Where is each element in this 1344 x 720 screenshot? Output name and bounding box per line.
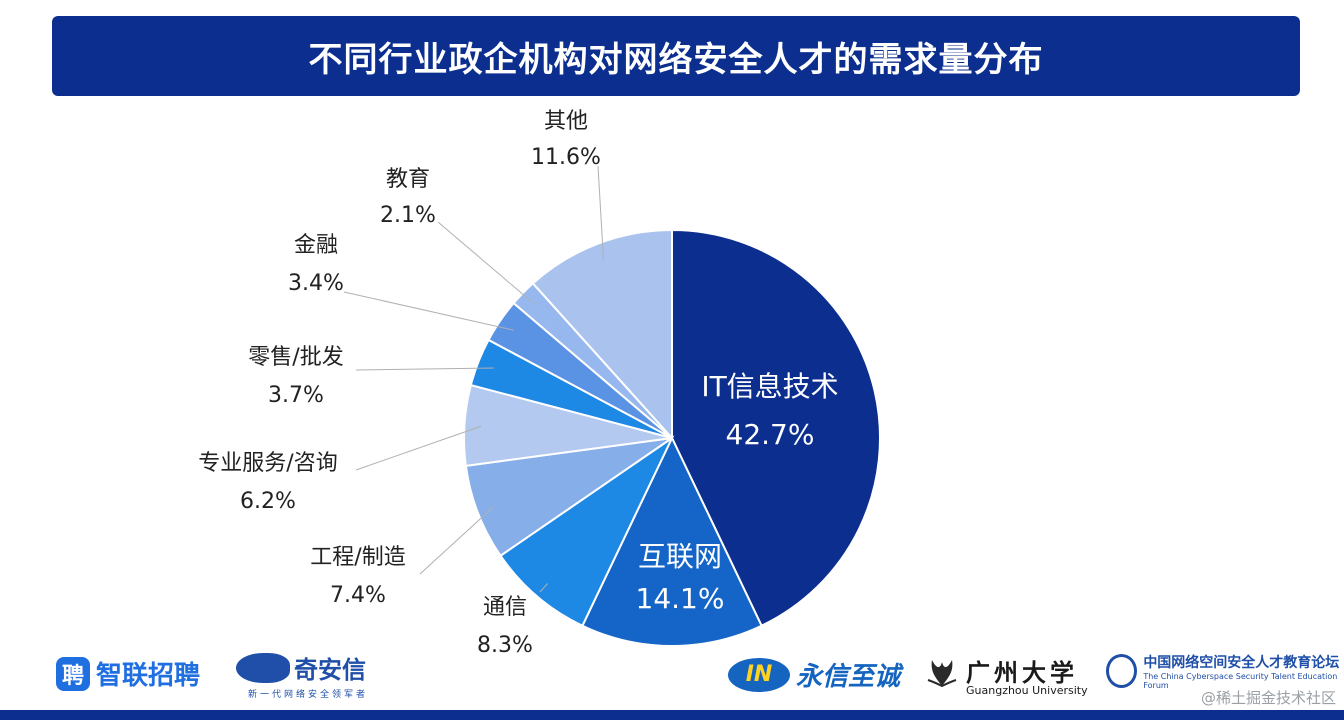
forum-logo: 中国网络空间安全人才教育论坛 The China Cyberspace Secu…: [1106, 652, 1344, 690]
forum-emblem-icon: [1106, 654, 1138, 688]
qianxin-text: 奇安信: [294, 656, 366, 684]
gzhu-name-en: Guangzhou University: [966, 684, 1088, 697]
slice-category-label: 教育: [386, 167, 430, 192]
leader-line: [419, 506, 494, 575]
qianxin-logo: 奇安信 新一代网络安全领军者: [236, 650, 368, 700]
slice-value-label: 2.1%: [380, 203, 436, 228]
pie-slice-通信: [499, 435, 675, 628]
slice-value-label: 14.1%: [636, 582, 725, 615]
slice-value-label: 11.6%: [531, 145, 601, 170]
yongxin-icon: IN: [728, 657, 790, 692]
forum-name-cn: 中国网络空间安全人才教育论坛: [1143, 655, 1340, 671]
pie-slice-互联网: [581, 435, 763, 647]
title-banner: 不同行业政企机构对网络安全人才的需求量分布: [52, 16, 1300, 96]
slice-category-label: 专业服务/咨询: [198, 451, 337, 476]
yongxin-text: 永信至诚: [796, 662, 901, 692]
slice-category-label: 互联网: [638, 540, 722, 573]
leader-line: [355, 425, 482, 471]
slice-category-label: 零售/批发: [248, 345, 343, 370]
watermark: @稀土掘金技术社区: [1200, 689, 1336, 707]
pie-slice-it信息技术: [671, 228, 881, 628]
qianxin-slogan: 新一代网络安全领军者: [248, 690, 369, 700]
bottom-bar: [0, 710, 1344, 720]
leader-line: [539, 583, 549, 593]
zhaopin-text: 智联招聘: [96, 661, 201, 691]
gzhu-emblem-icon: [927, 660, 957, 688]
slice-value-label: 8.3%: [477, 633, 533, 658]
forum-name-en: The China Cyberspace Security Talent Edu…: [1143, 672, 1338, 690]
gzhu-name-cn: 广州大学: [966, 658, 1078, 687]
slice-value-label: 7.4%: [330, 583, 386, 608]
slice-value-label: 42.7%: [726, 418, 815, 451]
pie-slice-其他: [531, 228, 673, 441]
slice-value-label: 6.2%: [240, 489, 296, 514]
leader-line: [355, 367, 494, 371]
gzhu-logo: 广州大学 Guangzhou University: [922, 650, 1088, 697]
zhaopin-logo: 聘 智联招聘: [56, 655, 200, 692]
slice-category-label: 工程/制造: [310, 545, 405, 570]
chart-title: 不同行业政企机构对网络安全人才的需求量分布: [308, 39, 1044, 80]
pie-slice-工程-制造: [464, 437, 673, 558]
qianxin-icon: [236, 652, 290, 683]
leader-line: [597, 165, 604, 260]
slice-category-label: 通信: [483, 595, 527, 620]
slice-value-label: 3.4%: [288, 271, 344, 296]
yongxin-logo: IN 永信至诚: [728, 656, 900, 693]
slice-category-label: 金融: [294, 233, 338, 258]
slice-category-label: IT信息技术: [701, 370, 838, 403]
leader-line: [343, 291, 514, 331]
slice-category-label: 其他: [544, 109, 588, 134]
slice-value-label: 3.7%: [268, 383, 324, 408]
leader-line: [437, 221, 536, 305]
zhaopin-icon: 聘: [56, 656, 90, 691]
